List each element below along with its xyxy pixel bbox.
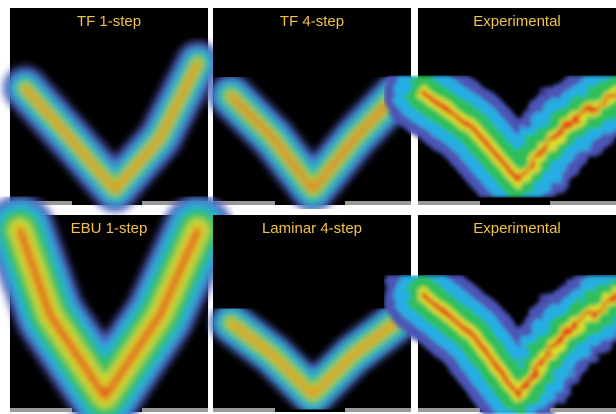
scale-bar (10, 408, 72, 412)
scale-bar (142, 408, 208, 412)
panel-label: EBU 1-step (71, 220, 148, 237)
panel-label: TF 1-step (77, 13, 141, 30)
scale-bar (550, 201, 616, 205)
panel: Laminar 4-step (213, 215, 411, 412)
panel: TF 1-step (10, 8, 208, 205)
scale-bar (213, 201, 275, 205)
panel-label: TF 4-step (280, 13, 344, 30)
scale-bar (550, 408, 616, 412)
panel: Experimental (418, 215, 616, 412)
scale-bar (345, 408, 411, 412)
scale-bar (213, 408, 275, 412)
panel-label: Experimental (473, 220, 561, 237)
panel: TF 4-step (213, 8, 411, 205)
panel: EBU 1-step (10, 215, 208, 412)
figure: TF 1-step TF 4-step Experimental EBU 1-step… (0, 0, 616, 414)
scale-bar (418, 201, 480, 205)
panel-label: Laminar 4-step (262, 220, 362, 237)
scale-bar (418, 408, 480, 412)
panel-label: Experimental (473, 13, 561, 30)
scale-bar (345, 201, 411, 205)
panel: Experimental (418, 8, 616, 205)
